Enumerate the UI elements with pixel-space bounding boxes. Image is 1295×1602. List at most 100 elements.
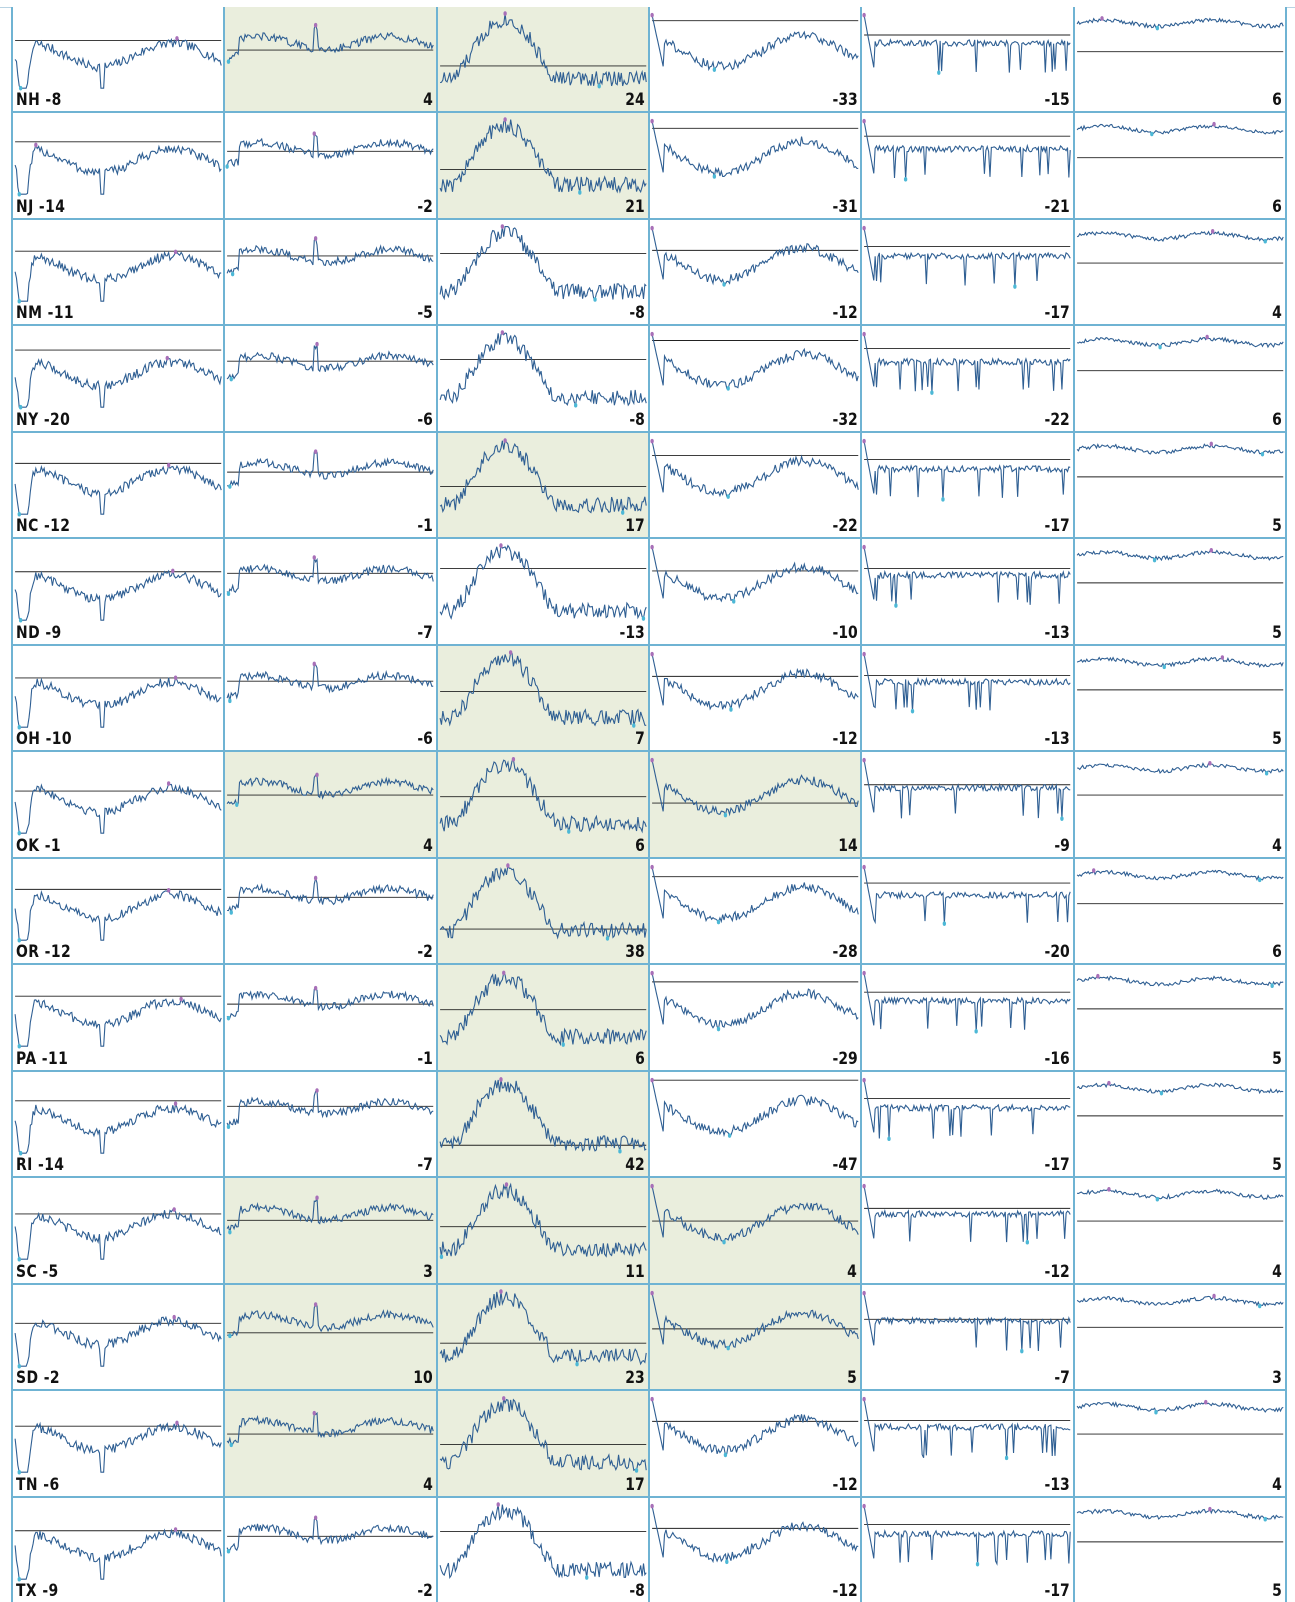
sparkline-cell-ri-1: RI -14 — [13, 1071, 224, 1177]
max-marker — [1220, 654, 1224, 660]
value-label: -7 — [1054, 1368, 1070, 1389]
value-label: -2 — [417, 196, 433, 217]
sparkline — [225, 986, 435, 1021]
value-label: -31 — [832, 196, 858, 217]
max-marker — [315, 1195, 320, 1201]
max-marker — [1106, 1187, 1111, 1192]
max-marker — [650, 1183, 654, 1189]
sparkline-cell-nj-3: 21 — [437, 113, 648, 218]
min-marker — [228, 1333, 232, 1338]
sparkline-cell-nm-5: -17 — [862, 219, 1073, 325]
max-marker — [862, 545, 867, 550]
value-label: 4 — [1272, 835, 1282, 856]
sparkline-cell-tx-6: 5 — [1074, 1497, 1285, 1602]
sparkline — [1075, 654, 1285, 750]
series-line — [15, 358, 221, 407]
sparkline — [225, 342, 435, 382]
min-marker — [1158, 345, 1162, 350]
sparkline — [1075, 1080, 1285, 1176]
value-label: -12 — [832, 1581, 858, 1601]
sparkline — [650, 1396, 860, 1458]
series-line — [652, 122, 858, 177]
series-line — [864, 1080, 1070, 1139]
value-label: -13 — [1044, 729, 1070, 750]
sparkline-cell-nm-1: NM -11 — [13, 219, 224, 325]
sparkline — [862, 438, 1072, 502]
max-marker — [500, 224, 504, 229]
sparkline — [13, 326, 223, 410]
series-line — [652, 760, 858, 815]
sparkline — [438, 224, 648, 302]
series-line — [440, 973, 646, 1045]
value-label: 4 — [422, 835, 433, 856]
max-marker — [650, 1077, 654, 1083]
series-line — [1077, 444, 1283, 454]
value-label: -9 — [1054, 835, 1070, 856]
series-line — [227, 1198, 433, 1232]
series-line — [652, 1293, 858, 1348]
sparkline — [225, 1514, 435, 1554]
max-marker — [179, 996, 183, 1002]
sparkline — [438, 650, 648, 728]
max-marker — [1207, 761, 1212, 766]
max-marker — [315, 342, 320, 347]
series-line — [15, 38, 221, 88]
max-marker — [862, 12, 867, 18]
value-label: -2 — [417, 942, 433, 963]
series-line — [227, 238, 433, 274]
sparkline — [1075, 122, 1285, 217]
min-marker — [597, 83, 601, 89]
max-marker — [315, 1087, 320, 1093]
max-marker — [166, 462, 171, 468]
value-label: -1 — [417, 516, 433, 537]
value-label: 6 — [635, 835, 645, 856]
series-line — [652, 867, 858, 922]
series-line — [227, 134, 433, 167]
min-marker — [976, 1561, 980, 1566]
sparkline-cell-sd-2: 10 — [225, 1284, 436, 1390]
min-marker — [235, 802, 239, 808]
value-label: 5 — [1272, 516, 1282, 537]
sparkline — [225, 22, 435, 64]
sparkline — [13, 965, 223, 1049]
min-marker — [18, 85, 23, 91]
series-line — [864, 335, 1070, 394]
sparkline — [438, 862, 648, 941]
sparkline-cell-nh-3: 24 — [437, 7, 648, 112]
value-label: 38 — [625, 942, 645, 963]
min-marker — [942, 921, 947, 926]
value-label: 5 — [1272, 1048, 1282, 1069]
max-marker — [650, 1503, 654, 1508]
sparkline — [438, 117, 648, 196]
min-marker — [727, 1132, 732, 1138]
value-label: -10 — [832, 622, 858, 643]
state-label: SC -5 — [16, 1261, 59, 1282]
min-marker — [17, 298, 21, 304]
sparkline-cell-tn-2: 4 — [225, 1391, 436, 1496]
min-marker — [227, 1124, 231, 1129]
value-label: 6 — [1272, 90, 1282, 111]
sparkline-cell-nh-5: -15 — [862, 7, 1073, 112]
series-line — [1077, 870, 1283, 879]
max-marker — [173, 675, 178, 680]
series-line — [652, 547, 858, 601]
sparkline-cell-pa-2: -1 — [225, 965, 436, 1070]
min-marker — [1263, 1516, 1267, 1522]
value-label: 3 — [1272, 1368, 1282, 1389]
sparkline — [225, 1195, 435, 1235]
value-label: -22 — [832, 516, 858, 537]
value-label: 4 — [847, 1261, 858, 1282]
min-marker — [18, 405, 23, 410]
min-marker — [1162, 664, 1166, 669]
min-marker — [227, 1016, 231, 1021]
min-marker — [1257, 877, 1262, 882]
sparkline — [650, 1183, 860, 1245]
max-marker — [503, 117, 507, 123]
value-label: -8 — [629, 409, 645, 430]
min-marker — [1263, 238, 1267, 244]
sparkline — [862, 864, 1072, 926]
sparkline-cell-pa-3: 6 — [437, 965, 648, 1070]
value-label: 14 — [837, 835, 858, 856]
series-line — [440, 227, 646, 300]
sparkline-cell-or-1: OR -12 — [13, 858, 224, 964]
